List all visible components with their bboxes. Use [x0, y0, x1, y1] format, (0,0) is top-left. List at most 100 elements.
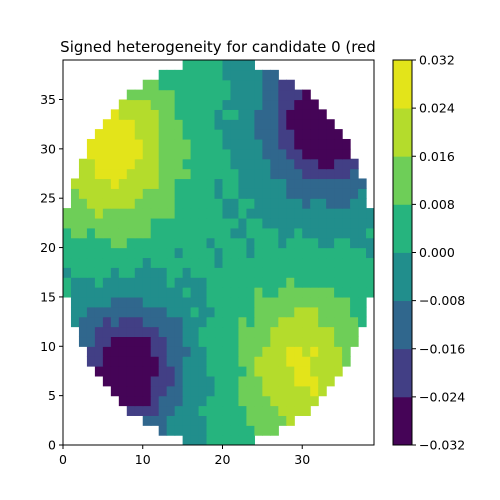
heatmap-cell [134, 277, 144, 288]
heatmap-cell [94, 148, 104, 160]
heatmap-cell [350, 257, 359, 268]
heatmap-cell [230, 326, 240, 338]
heatmap-cell [174, 217, 184, 229]
heatmap-cell [254, 138, 263, 150]
heatmap-cell [326, 336, 335, 347]
heatmap-cell [78, 277, 88, 288]
heatmap-cell [270, 346, 279, 357]
heatmap-cell [166, 326, 176, 338]
heatmap-cell [310, 267, 319, 278]
heatmap-cell [198, 247, 208, 259]
heatmap-cell [190, 405, 200, 416]
heatmap-cell [214, 385, 224, 397]
heatmap-cell [182, 296, 192, 308]
heatmap-cell [302, 198, 311, 209]
heatmap-cell [142, 237, 152, 249]
heatmap-cell [102, 267, 112, 278]
heatmap-cell [206, 296, 216, 308]
heatmap-cell [278, 306, 287, 318]
heatmap-cell [270, 385, 279, 397]
heatmap-cell [158, 148, 168, 160]
heatmap-cell [174, 198, 184, 209]
heatmap-cell [246, 257, 255, 268]
heatmap-cell [310, 326, 319, 338]
heatmap-cell [102, 247, 112, 259]
heatmap-cell [246, 148, 255, 160]
heatmap-cell [110, 346, 120, 357]
heatmap-cell [70, 247, 80, 259]
heatmap-cell [294, 138, 303, 150]
heatmap-cell [238, 138, 248, 150]
heatmap-cell [158, 129, 168, 140]
heatmap-cell [318, 326, 327, 338]
heatmap-cell [158, 425, 168, 436]
heatmap-cell [118, 306, 128, 318]
heatmap-cell [270, 306, 279, 318]
heatmap-cell [222, 257, 232, 268]
heatmap-cell [118, 168, 128, 180]
heatmap-cell [110, 198, 120, 209]
heatmap-cell [238, 168, 248, 180]
heatmap-cell [110, 208, 120, 219]
heatmap-cell [102, 336, 112, 347]
heatmap-cell [246, 69, 255, 81]
heatmap-cell [270, 267, 279, 278]
heatmap-cell [230, 227, 240, 239]
heatmap-cell [174, 415, 184, 426]
heatmap-cell [246, 277, 255, 288]
heatmap-cell [294, 296, 303, 308]
heatmap-cell [278, 395, 287, 407]
heatmap-cell [166, 138, 176, 150]
heatmap-cell [206, 257, 216, 268]
heatmap-cell [254, 217, 263, 229]
heatmap-cell [342, 227, 351, 239]
heatmap-cell [198, 267, 208, 278]
heatmap-cell [222, 356, 232, 367]
heatmap-cell [182, 138, 192, 150]
heatmap-cell [342, 198, 351, 209]
heatmap-cell [342, 168, 351, 180]
heatmap-cell [214, 287, 224, 298]
heatmap-cell [318, 158, 327, 170]
heatmap-cell [150, 346, 160, 357]
heatmap-cell [254, 188, 263, 199]
heatmap-cell [238, 415, 248, 426]
heatmap-cell [214, 346, 224, 357]
heatmap-cell [206, 435, 216, 445]
heatmap-cell [142, 168, 152, 180]
heatmap-cell [302, 296, 311, 308]
heatmap-cell [142, 198, 152, 209]
y-tick-label: 25 [40, 191, 56, 206]
heatmap-cell [310, 237, 319, 249]
heatmap-cell [262, 375, 271, 387]
heatmap-cell [246, 129, 255, 140]
heatmap-cell [350, 217, 359, 229]
heatmap-cell [174, 316, 184, 328]
heatmap-cell [214, 267, 224, 278]
heatmap-cell [102, 178, 112, 189]
heatmap-cell [118, 119, 128, 130]
heatmap-cell [238, 326, 248, 338]
heatmap-cell [294, 208, 303, 219]
heatmap-cell [238, 247, 248, 259]
heatmap-cell [150, 138, 160, 150]
heatmap-cell [174, 375, 184, 387]
heatmap-cell [142, 247, 152, 259]
x-tick-label: 30 [294, 452, 310, 467]
heatmap-cell [190, 385, 200, 397]
heatmap-cell [238, 336, 248, 347]
heatmap-cell [78, 237, 88, 249]
heatmap-cell [342, 208, 351, 219]
heatmap-cell [214, 198, 224, 209]
heatmap-cell [214, 178, 224, 189]
heatmap-cell [358, 178, 367, 189]
heatmap-cell [102, 217, 112, 229]
heatmap-cell [190, 129, 200, 140]
heatmap-cell [158, 217, 168, 229]
heatmap-cell [246, 119, 255, 130]
heatmap-cell [318, 217, 327, 229]
heatmap-cell [182, 247, 192, 259]
heatmap-cell [310, 148, 319, 160]
heatmap-cell [278, 296, 287, 308]
heatmap-cell [158, 119, 168, 130]
